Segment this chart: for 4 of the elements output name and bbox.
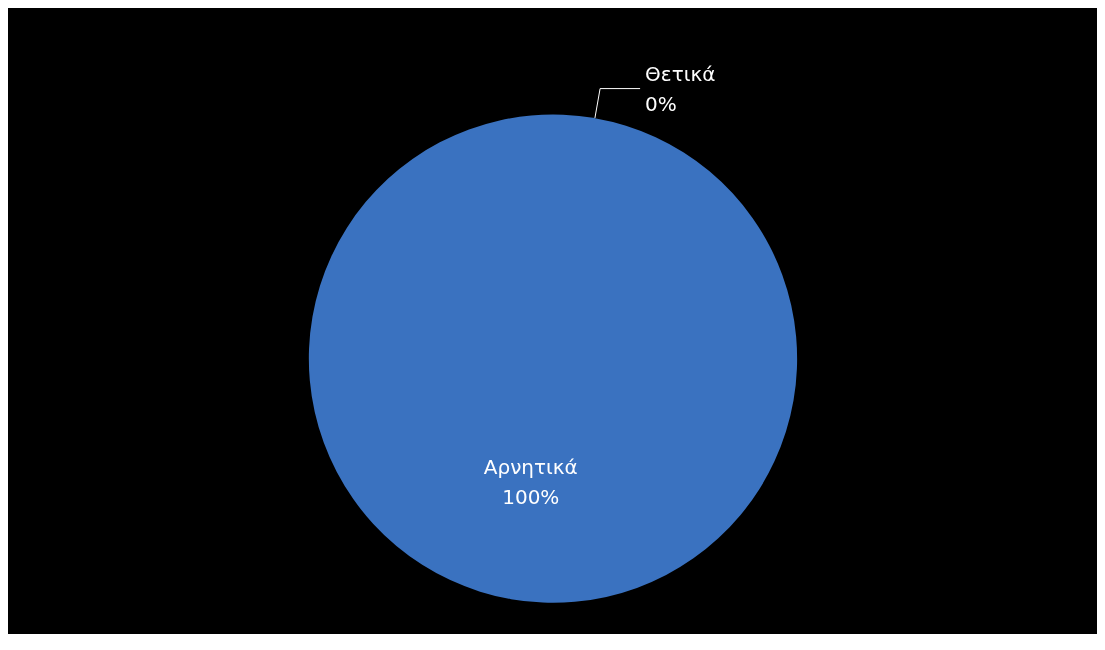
data-label: 100% — [502, 484, 560, 509]
slice-label: Αρνητικά — [483, 454, 578, 479]
text: 0% — [645, 91, 677, 116]
category-label: Θετικά — [645, 61, 716, 86]
